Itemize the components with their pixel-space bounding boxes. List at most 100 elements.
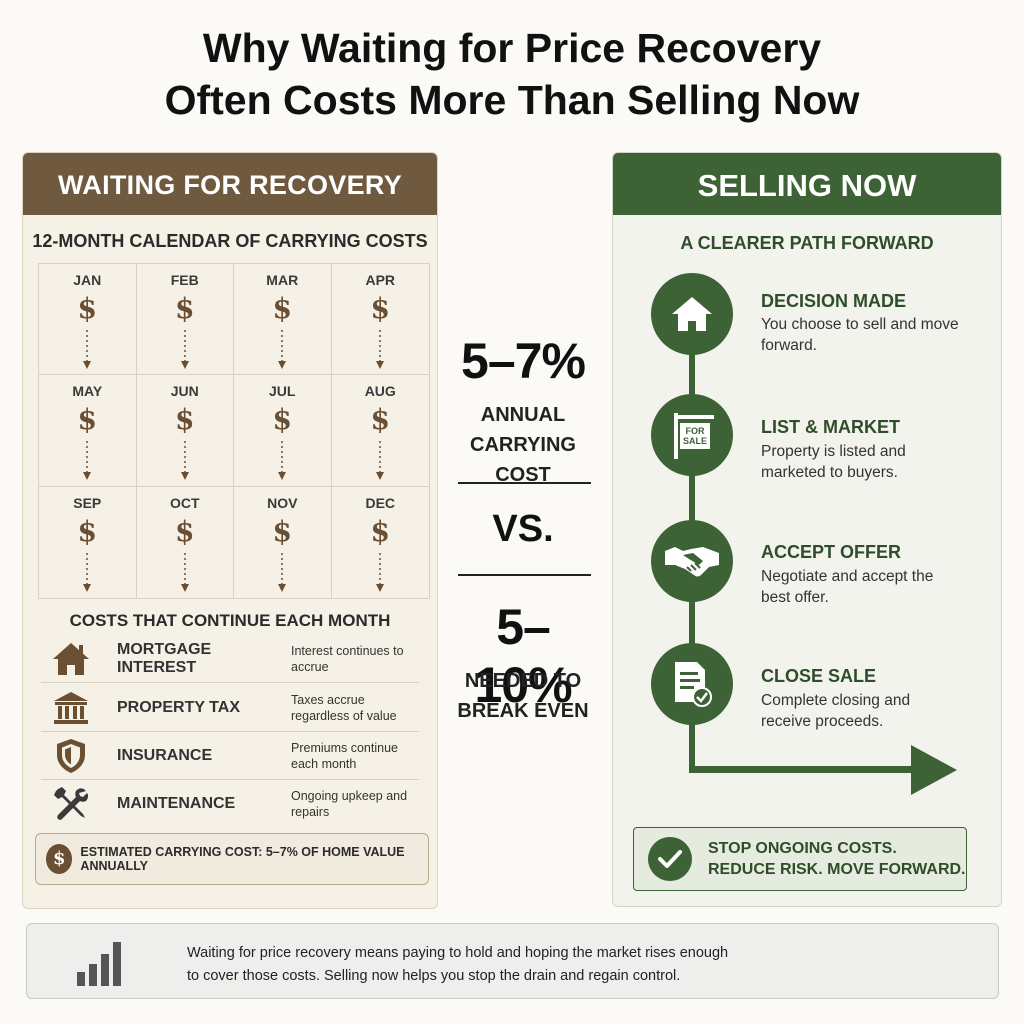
calendar-month-cell: NOV $ [234,486,332,598]
stat-label-line: NEEDED TO [464,670,582,692]
stat-annual-cost-value: 5–7% [461,333,586,389]
dollar-icon: $ [77,403,97,437]
dollar-icon: $ [77,292,97,325]
selling-panel: SELLING NOW A CLEARER PATH FORWARD DECIS… [612,152,1002,907]
cost-desc: Taxes accrue regardless of value [291,692,397,723]
calendar-month-label: JUL [269,383,296,400]
calendar-month-label: JAN [73,272,102,288]
calendar-month-cell: AUG $ [331,375,429,487]
arrow-down-icon [278,441,287,481]
dollar-icon: $ [175,292,195,325]
calendar-month-label: OCT [169,494,200,511]
calendar-month-cell: OCT $ [137,486,234,598]
summary-text: Waiting for price recovery means paying … [187,942,807,988]
step-title: CLOSE SALE [761,666,877,686]
costs-title: COSTS THAT CONTINUE EACH MONTH [69,611,391,630]
waiting-panel: WAITING FOR RECOVERY 12-MONTH CALENDAR O… [22,152,438,909]
stat-annual-cost: 5–7% [448,332,598,390]
arrow-down-icon [83,552,92,592]
dollar-icon: $ [370,514,390,548]
arrow-down-icon [278,330,287,369]
tools-icon [41,782,101,826]
stop-costs-box: STOP ONGOING COSTS. REDUCE RISK. MOVE FO… [633,827,967,891]
step-desc: Property is listed and marketed to buyer… [761,443,906,481]
for-sale-text-1: FOR [686,426,705,436]
calendar-grid: JAN $ FEB $ MAR $ APR $ MAY $ JUN $ JUL $ AUG $ SEP $ OCT $… [38,263,430,599]
calendar-month-label: SEP [73,494,102,511]
dollar-coin-icon: $ [46,844,73,874]
dollar-icon: $ [370,403,390,437]
arrow-down-icon [376,441,385,481]
stat-label-line: ANNUAL [480,404,566,426]
divider [458,574,591,576]
stat-break-even-label: NEEDED TO BREAK EVEN [448,666,598,726]
step-desc: You choose to sell and move forward. [761,316,959,354]
dollar-icon: $ [272,403,292,437]
vs-text: VS. [492,508,554,550]
stop-line: REDUCE RISK. MOVE FORWARD. [708,861,966,878]
page-title-line1: Why Waiting for Price Recovery [202,25,822,71]
house-icon [41,637,101,681]
cost-label: MORTGAGE INTEREST [117,640,212,676]
waiting-panel-header: WAITING FOR RECOVERY [23,153,437,215]
dollar-icon: $ [272,514,292,548]
divider [458,482,591,484]
estimate-box: $ ESTIMATED CARRYING COST: 5–7% OF HOME … [35,833,429,885]
cost-desc: Ongoing upkeep and repairs [291,789,408,819]
arrow-down-icon [180,441,189,481]
bar-chart-icon [77,942,121,986]
cost-desc: Premiums continue each month [291,740,398,771]
stat-label-line: BREAK EVEN [457,700,589,722]
calendar-month-label: MAR [266,272,299,288]
step-desc: Negotiate and accept the best offer. [761,568,934,606]
calendar-month-cell: MAY $ [39,375,137,487]
calendar-month-label: JUN [170,383,199,400]
arrow-down-icon [83,330,92,369]
calendar-month-label: MAY [72,383,103,400]
calendar-month-cell: DEC $ [332,487,430,598]
calendar-month-cell: JAN $ [39,264,137,376]
page-title-line2: Often Costs More Than Selling Now [164,77,860,123]
path-title: A CLEARER PATH FORWARD [680,233,934,253]
calendar-month-label: APR [365,272,396,288]
calendar-month-cell: MAR $ [234,264,332,376]
cost-row-mortgage: MORTGAGE INTEREST Interest continues to … [41,635,419,683]
stat-label-line: CARRYING COST [470,434,576,486]
dollar-icon: $ [370,292,390,325]
arrow-down-icon [83,441,92,481]
cost-row-property-tax: PROPERTY TAX Taxes accrue regardless of … [41,684,419,732]
calendar-month-cell: APR $ [331,264,429,376]
page-title: Why Waiting for Price Recovery Often Cos… [0,22,1024,126]
house-icon [651,273,733,355]
stat-break-even-value: 5–10% [474,599,572,713]
step-title: LIST & MARKET [761,417,900,437]
stop-line: STOP ONGOING COSTS. [708,840,897,857]
cost-row-maintenance: MAINTENANCE Ongoing upkeep and repairs [41,780,419,828]
stop-costs-text: STOP ONGOING COSTS. REDUCE RISK. MOVE FO… [692,838,966,880]
step-title: DECISION MADE [761,291,907,311]
calendar-month-label: NOV [267,494,298,511]
calendar-month-label: DEC [365,494,396,511]
shield-icon [41,734,101,778]
for-sale-text-2: SALE [683,436,707,446]
dollar-icon: $ [175,514,195,548]
dollar-icon: $ [77,514,97,548]
estimate-text: ESTIMATED CARRYING COST: 5–7% OF HOME VA… [80,845,405,873]
arrow-down-icon [376,330,385,369]
dollar-icon: $ [272,292,292,325]
calendar-month-cell: SEP $ [39,486,137,598]
cost-label: PROPERTY TAX [117,698,240,716]
building-icon [41,686,101,730]
calendar-title: 12-MONTH CALENDAR OF CARRYING COSTS [32,231,428,251]
selling-panel-header: SELLING NOW [613,153,1001,215]
step-desc: Complete closing and receive proceeds. [761,692,911,730]
checkmark-icon [648,837,692,881]
cost-label: MAINTENANCE [117,795,236,812]
calendar-month-cell: JUL $ [234,375,332,487]
dollar-icon: $ [175,403,195,437]
arrow-right-icon [911,745,957,795]
arrow-down-icon [376,552,385,592]
for-sale-sign-icon: FOR SALE [651,394,733,476]
calendar-month-label: AUG [364,383,396,400]
stat-annual-cost-label: ANNUAL CARRYING COST [448,400,598,490]
